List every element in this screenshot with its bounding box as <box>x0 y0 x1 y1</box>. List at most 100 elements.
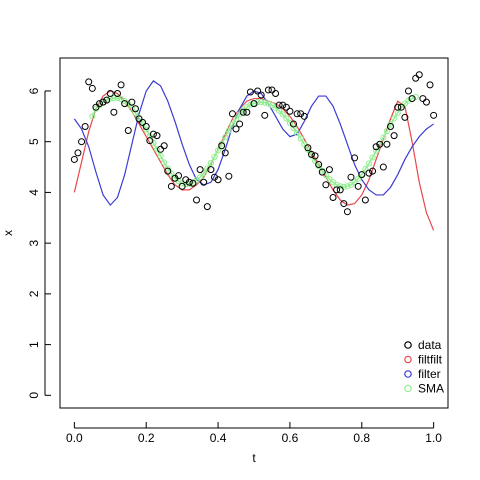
data-point <box>117 81 125 89</box>
sma-point <box>161 159 168 166</box>
data-point <box>175 172 183 180</box>
sma-point <box>247 101 254 108</box>
data-point <box>293 110 301 118</box>
sma-point <box>294 129 301 137</box>
data-point <box>279 101 287 109</box>
data-point <box>422 98 430 106</box>
data-point <box>139 118 147 126</box>
data-point <box>135 115 143 123</box>
data-point <box>207 166 215 174</box>
sma-point <box>261 99 268 106</box>
filter-series-line <box>73 79 434 207</box>
sma-point <box>373 147 380 154</box>
data-point <box>383 140 391 148</box>
data-point <box>394 103 402 111</box>
sma-point <box>369 154 376 161</box>
sma-point <box>326 176 333 183</box>
data-point <box>221 149 229 157</box>
data-point <box>358 171 366 179</box>
data-point <box>333 186 341 194</box>
data-point <box>70 155 78 163</box>
data-point <box>254 87 262 95</box>
data-point <box>412 74 420 82</box>
data-point <box>376 140 384 148</box>
sma-point <box>383 127 391 135</box>
data-point <box>325 166 333 174</box>
data-point <box>228 110 236 118</box>
plot-frame <box>59 57 449 409</box>
x-tick-label: 1.0 <box>425 431 442 445</box>
sma-point <box>107 95 114 102</box>
data-point <box>257 91 265 99</box>
data-point <box>246 88 254 96</box>
data-point <box>124 127 132 135</box>
data-point <box>99 98 107 106</box>
sma-point <box>150 139 157 146</box>
data-point <box>404 87 412 95</box>
y-axis-title: x <box>1 230 15 236</box>
sma-point <box>197 174 204 181</box>
data-point <box>322 181 330 189</box>
sma-point <box>286 119 294 127</box>
legend-marker-sma <box>404 384 412 393</box>
data-point <box>351 154 359 162</box>
data-point <box>315 161 323 169</box>
plot-points <box>70 71 438 216</box>
sma-point <box>89 113 96 120</box>
data-point <box>225 172 233 180</box>
data-point <box>74 149 82 157</box>
sma-point <box>153 146 161 153</box>
y-tick-label: 3 <box>27 239 41 246</box>
data-point <box>415 71 423 79</box>
data-point <box>164 167 172 175</box>
data-point <box>157 145 165 153</box>
data-point <box>408 95 416 103</box>
sma-point <box>412 93 419 101</box>
data-point <box>336 186 344 194</box>
x-axis: 0.0 0.2 0.4 0.6 0.8 1.0 <box>66 422 442 445</box>
y-tick-label: 6 <box>27 87 41 94</box>
data-point <box>307 150 315 158</box>
sma-series-line <box>91 96 416 188</box>
sma-point <box>344 183 351 190</box>
sma-point <box>114 94 121 102</box>
sma-point <box>362 165 369 173</box>
data-point <box>387 122 395 130</box>
sma-point <box>222 134 229 141</box>
data-point <box>142 122 150 130</box>
legend-label-filter: filter <box>418 367 441 381</box>
data-point <box>200 178 208 186</box>
data-point <box>365 169 373 177</box>
sma-point <box>236 111 243 118</box>
data-point <box>236 120 244 128</box>
data-point <box>343 208 351 216</box>
sma-point <box>182 181 189 188</box>
sma-point <box>365 160 373 167</box>
data-point <box>250 100 258 108</box>
data-point <box>311 152 319 160</box>
data-point <box>419 95 427 103</box>
sma-point <box>279 111 286 118</box>
data-point <box>379 163 387 171</box>
data-point <box>185 178 193 186</box>
data-point <box>131 105 139 113</box>
data-point <box>160 142 168 150</box>
legend-marker-filtfilt <box>404 355 412 364</box>
data-point <box>268 86 276 94</box>
data-point <box>275 101 283 109</box>
data-point <box>92 103 100 111</box>
sma-point <box>207 159 214 167</box>
data-point <box>397 103 405 111</box>
sma-point <box>179 180 186 187</box>
data-point <box>110 108 118 116</box>
data-point <box>347 173 355 181</box>
data-point <box>232 125 240 133</box>
data-point <box>401 113 409 121</box>
sma-point <box>355 175 362 182</box>
sma-point <box>297 135 304 142</box>
sma-point <box>125 101 132 108</box>
x-tick-label: 0.8 <box>353 431 370 445</box>
x-tick-label: 0.6 <box>282 431 299 445</box>
sma-point <box>211 153 218 161</box>
